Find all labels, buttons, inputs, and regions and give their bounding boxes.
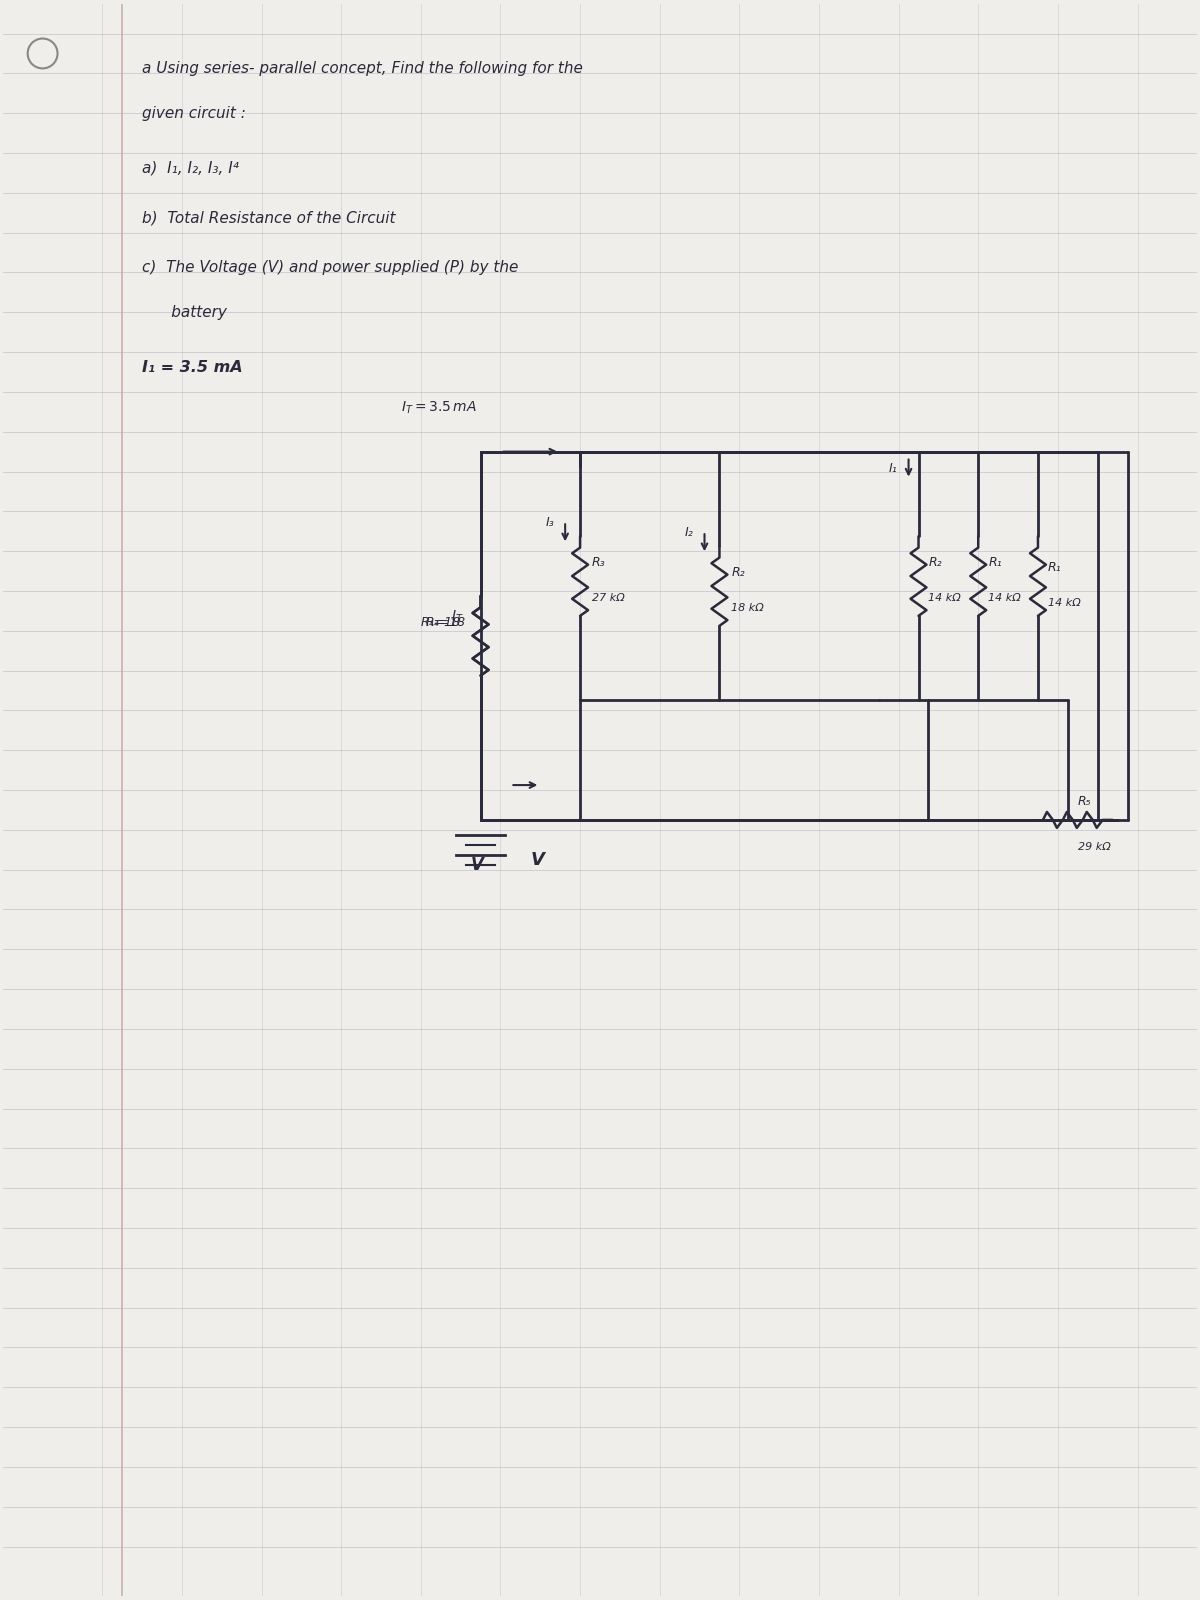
Text: b)  Total Resistance of the Circuit: b) Total Resistance of the Circuit: [142, 211, 396, 226]
Text: a Using series- parallel concept, Find the following for the: a Using series- parallel concept, Find t…: [142, 61, 583, 77]
Text: 14 kΩ: 14 kΩ: [1048, 598, 1081, 608]
Text: I₁ = 3.5 mA: I₁ = 3.5 mA: [142, 360, 242, 374]
Text: given circuit :: given circuit :: [142, 106, 246, 122]
Text: $I_T$: $I_T$: [451, 610, 463, 626]
Text: 14 kΩ: 14 kΩ: [988, 594, 1021, 603]
Text: battery: battery: [142, 306, 227, 320]
Text: I₁: I₁: [889, 461, 898, 475]
Text: I₂: I₂: [685, 526, 694, 539]
Text: R₄=18: R₄=18: [426, 616, 466, 629]
Text: V: V: [470, 856, 484, 874]
Text: R₄=18: R₄=18: [421, 616, 461, 629]
Text: c)  The Voltage (V) and power supplied (P) by the: c) The Voltage (V) and power supplied (P…: [142, 261, 518, 275]
Text: 18 kΩ: 18 kΩ: [731, 603, 764, 613]
Text: 14 kΩ: 14 kΩ: [929, 594, 961, 603]
Text: V: V: [530, 851, 544, 869]
Text: a)  I₁, I₂, I₃, I⁴: a) I₁, I₂, I₃, I⁴: [142, 162, 239, 176]
Text: I₃: I₃: [545, 517, 554, 530]
Text: R₃: R₃: [592, 557, 606, 570]
Text: 29 kΩ: 29 kΩ: [1078, 842, 1110, 851]
Text: R₁: R₁: [1048, 562, 1062, 574]
Text: R₁: R₁: [988, 557, 1002, 570]
Text: R₂: R₂: [731, 566, 745, 579]
Text: $I_T = 3.5\,mA$: $I_T = 3.5\,mA$: [401, 400, 476, 416]
Text: R₅: R₅: [1078, 795, 1092, 808]
Text: R₂: R₂: [929, 557, 942, 570]
Text: 27 kΩ: 27 kΩ: [592, 594, 625, 603]
